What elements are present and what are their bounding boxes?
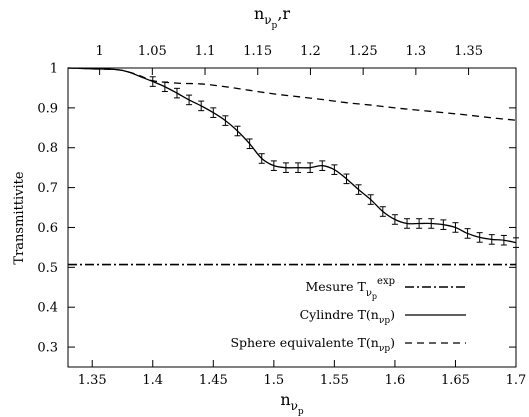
x2-axis-title: nνp,r (254, 4, 290, 31)
x-axis-title: nνp (280, 390, 304, 417)
error-bar (367, 194, 374, 205)
x-tick-label: 1.45 (199, 373, 228, 388)
series-layer (67, 67, 519, 266)
x2-tick-label: 1 (95, 44, 103, 59)
error-bar (270, 160, 277, 171)
error-bar (488, 234, 495, 245)
error-bar (404, 218, 411, 229)
y-tick-label: 0.8 (37, 141, 58, 156)
x2-tick-label: 1.1 (195, 44, 216, 59)
x-tick-label: 1.7 (506, 373, 527, 388)
error-bar (452, 222, 459, 233)
legend-label-mesure: Mesure Tνpexp (305, 276, 395, 301)
x2-tick-label: 1.2 (300, 44, 321, 59)
error-bar (186, 94, 193, 106)
y-tick-label: 0.9 (37, 101, 58, 116)
legend-label-cylindre: Cylindre T(nνp) (300, 307, 395, 326)
x-tick-label: 1.35 (78, 373, 107, 388)
y-tick-label: 0.6 (37, 221, 58, 236)
error-bar (500, 234, 507, 246)
error-bar (149, 76, 156, 87)
series-line-cylindre (67, 67, 517, 244)
error-bar (295, 162, 302, 173)
error-bar (173, 87, 180, 99)
legend-entry-mesure: Mesure Tνpexp (305, 276, 466, 301)
x2-tick-label: 1.15 (243, 44, 272, 59)
error-bar (331, 164, 338, 175)
x-tick-label: 1.55 (320, 373, 349, 388)
y-axis-title: Transmittivite (12, 171, 27, 264)
x-tick-label: 1.5 (263, 373, 284, 388)
legend-entry-sphere: Sphere equivalente T(nνp) (230, 335, 466, 354)
legend: Mesure Tνpexp Cylindre T(nνp) Sphere equ… (230, 276, 466, 354)
y-tick-label: 0.3 (37, 341, 58, 356)
error-bar (416, 218, 423, 229)
error-bar (198, 100, 205, 112)
error-bar (391, 214, 398, 225)
x2-tick-label: 1.25 (349, 44, 378, 59)
error-bar (440, 219, 447, 230)
error-bar (464, 228, 471, 239)
x-tick-label: 1.65 (441, 373, 470, 388)
error-bar (161, 81, 168, 93)
x2-tick-label: 1.35 (454, 44, 483, 59)
legend-entry-cylindre: Cylindre T(nνp) (300, 307, 466, 326)
error-bar (282, 162, 289, 173)
x-tick-label: 1.6 (385, 373, 406, 388)
x-tick-label: 1.4 (142, 373, 163, 388)
error-bar (343, 173, 350, 185)
error-bar (222, 115, 229, 126)
error-bar (355, 184, 362, 195)
error-bar (234, 125, 241, 137)
x2-tick-label: 1.3 (406, 44, 427, 59)
error-bar (476, 232, 483, 243)
y-tick-label: 0.5 (37, 261, 58, 276)
tick-marks (68, 67, 517, 367)
y-tick-label: 0.7 (37, 181, 58, 196)
error-bar (379, 206, 386, 217)
x2-tick-label: 1.05 (138, 44, 167, 59)
legend-label-sphere: Sphere equivalente T(nνp) (230, 335, 395, 354)
error-bar (210, 107, 217, 118)
error-bar (307, 162, 314, 173)
series-line-sphere (67, 67, 517, 121)
error-bar (428, 218, 435, 229)
error-bar (246, 138, 253, 150)
axis-labels: 1.35 1.4 1.45 1.5 1.55 1.6 1.65 1.7 1 1.05 1.1 1.15… (37, 44, 526, 388)
error-bar (258, 153, 265, 164)
error-bar (319, 160, 326, 171)
plot-frame (67, 67, 517, 368)
y-tick-label: 1 (50, 62, 58, 77)
y-tick-label: 0.4 (37, 301, 58, 316)
